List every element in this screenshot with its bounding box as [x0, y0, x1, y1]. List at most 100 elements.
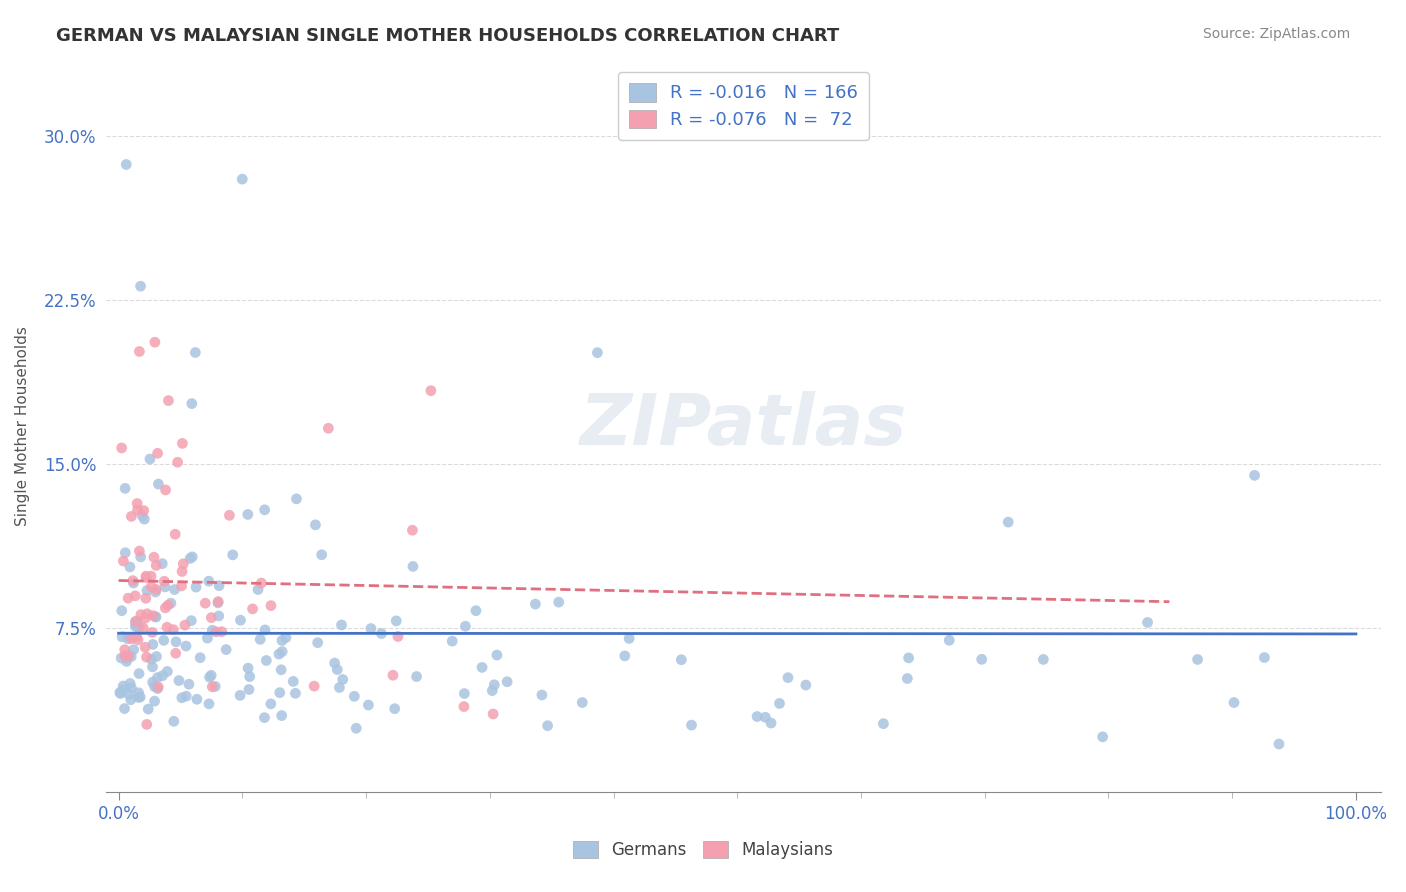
Point — [155, 483, 177, 497]
Point — [163, 582, 186, 597]
Point — [208, 579, 231, 593]
Point — [285, 491, 308, 506]
Point — [170, 690, 193, 705]
Point — [112, 682, 135, 697]
Point — [1243, 468, 1265, 483]
Point — [524, 597, 547, 611]
Point — [174, 689, 197, 703]
Point — [242, 602, 264, 616]
Point — [997, 515, 1019, 529]
Point — [271, 644, 294, 658]
Point — [135, 569, 157, 583]
Point — [215, 642, 238, 657]
Point — [496, 674, 519, 689]
Point — [304, 517, 326, 532]
Point — [530, 688, 553, 702]
Point — [238, 682, 260, 697]
Point — [370, 626, 392, 640]
Point — [274, 631, 297, 645]
Point — [127, 690, 149, 705]
Point — [165, 646, 187, 660]
Point — [201, 624, 224, 638]
Point — [454, 619, 477, 633]
Point — [148, 477, 170, 491]
Point — [128, 666, 150, 681]
Point — [254, 653, 277, 667]
Point — [197, 574, 219, 589]
Point — [328, 681, 350, 695]
Point — [681, 718, 703, 732]
Point — [110, 651, 132, 665]
Point — [142, 637, 165, 651]
Point — [253, 503, 276, 517]
Point — [357, 698, 380, 712]
Point — [162, 623, 184, 637]
Point — [776, 671, 799, 685]
Point — [270, 663, 292, 677]
Point — [184, 580, 207, 594]
Point — [198, 697, 221, 711]
Point — [143, 680, 166, 694]
Point — [132, 621, 155, 635]
Point — [481, 683, 503, 698]
Point — [163, 714, 186, 729]
Point — [323, 656, 346, 670]
Point — [118, 687, 141, 701]
Point — [471, 660, 494, 674]
Point — [211, 624, 233, 639]
Point — [204, 680, 226, 694]
Point — [142, 608, 165, 623]
Point — [142, 675, 165, 690]
Point — [231, 172, 253, 186]
Point — [318, 421, 340, 435]
Point — [139, 569, 162, 583]
Point — [121, 681, 143, 695]
Point — [205, 624, 228, 639]
Point — [174, 639, 197, 653]
Point — [115, 655, 138, 669]
Point — [343, 690, 366, 704]
Point — [145, 610, 167, 624]
Point — [141, 652, 163, 666]
Point — [229, 689, 252, 703]
Point — [152, 669, 174, 683]
Point — [198, 670, 221, 684]
Point — [145, 582, 167, 597]
Point — [181, 549, 204, 564]
Point — [465, 604, 488, 618]
Point — [131, 508, 153, 523]
Point — [453, 699, 475, 714]
Point — [129, 549, 152, 564]
Point — [249, 632, 271, 647]
Point — [146, 446, 169, 460]
Point — [153, 580, 176, 594]
Point — [385, 614, 408, 628]
Point — [135, 591, 157, 606]
Point — [134, 512, 156, 526]
Point — [571, 696, 593, 710]
Point — [260, 599, 283, 613]
Point — [114, 701, 136, 715]
Point — [253, 711, 276, 725]
Point — [1223, 696, 1246, 710]
Point — [197, 631, 219, 645]
Point — [134, 611, 156, 625]
Point — [112, 679, 135, 693]
Point — [260, 697, 283, 711]
Point — [188, 650, 211, 665]
Point — [132, 503, 155, 517]
Point — [146, 681, 169, 696]
Point — [145, 610, 167, 624]
Point — [1268, 737, 1291, 751]
Point — [387, 630, 409, 644]
Point — [177, 677, 200, 691]
Point — [236, 661, 259, 675]
Point — [547, 595, 569, 609]
Point — [124, 619, 146, 633]
Point — [160, 596, 183, 610]
Point — [125, 630, 148, 644]
Point — [108, 685, 131, 699]
Point — [174, 618, 197, 632]
Point — [360, 622, 382, 636]
Point — [332, 673, 354, 687]
